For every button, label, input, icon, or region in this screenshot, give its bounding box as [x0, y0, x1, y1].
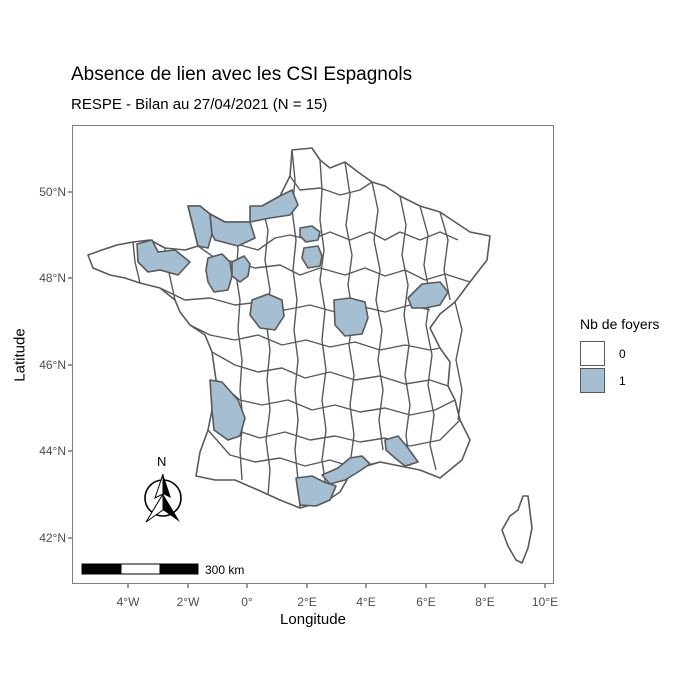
dept-finistere-cotes-armor: [136, 239, 191, 276]
department-borders: [132, 149, 471, 509]
x-tick-label: 2°E: [297, 595, 317, 609]
dept-sarthe: [231, 255, 251, 283]
y-tick-label: 48°N: [39, 271, 66, 285]
north-label: N: [157, 454, 167, 469]
legend: Nb de foyers 0 1: [580, 316, 659, 394]
dept-gironde: [209, 379, 246, 441]
dept-haute-saone: [407, 281, 449, 309]
dept-paris-hauts-de-seine: [299, 225, 321, 243]
dept-indre: [249, 293, 285, 331]
legend-item-label: 1: [619, 373, 626, 388]
dept-seine-maritime: [249, 189, 299, 223]
dept-herault: [321, 455, 371, 485]
dept-bouches-du-rhone: [384, 435, 419, 467]
highlighted-departments: [136, 189, 449, 507]
x-tick-label: 0°: [241, 595, 253, 609]
north-arrow-icon: [144, 473, 182, 523]
y-tick-label: 50°N: [39, 185, 66, 199]
y-axis-label: Latitude: [11, 328, 29, 382]
y-tick-label: 44°N: [39, 444, 66, 458]
x-tick-label: 4°W: [116, 595, 140, 609]
legend-swatch: [580, 341, 605, 366]
legend-title: Nb de foyers: [580, 316, 660, 332]
x-tick-label: 8°E: [475, 595, 495, 609]
dept-manche: [187, 205, 213, 249]
scale-bar: [81, 563, 199, 575]
chart-title: Absence de lien avec les CSI Espagnols: [71, 64, 413, 85]
dept-mayenne: [205, 253, 233, 293]
x-tick-label: 6°E: [416, 595, 436, 609]
legend-swatch: [580, 368, 605, 393]
y-tick-label: 46°N: [39, 358, 66, 372]
legend-item-label: 0: [619, 346, 626, 361]
x-tick-label: 4°E: [356, 595, 376, 609]
dept-aude: [295, 475, 337, 507]
legend-item: 1: [580, 367, 659, 394]
dept-nievre: [333, 297, 369, 337]
dept-essonne: [301, 245, 323, 269]
chart-subtitle: RESPE - Bilan au 27/04/2021 (N = 15): [71, 96, 328, 113]
x-tick-label: 10°E: [531, 595, 559, 609]
dept-calvados: [209, 213, 256, 247]
legend-item: 0: [580, 340, 659, 367]
scale-bar-label: 300 km: [205, 563, 245, 577]
x-tick-label: 2°W: [176, 595, 200, 609]
y-tick-label: 42°N: [39, 531, 66, 545]
corsica-outline: [501, 495, 533, 564]
x-axis-label: Longitude: [280, 611, 346, 628]
